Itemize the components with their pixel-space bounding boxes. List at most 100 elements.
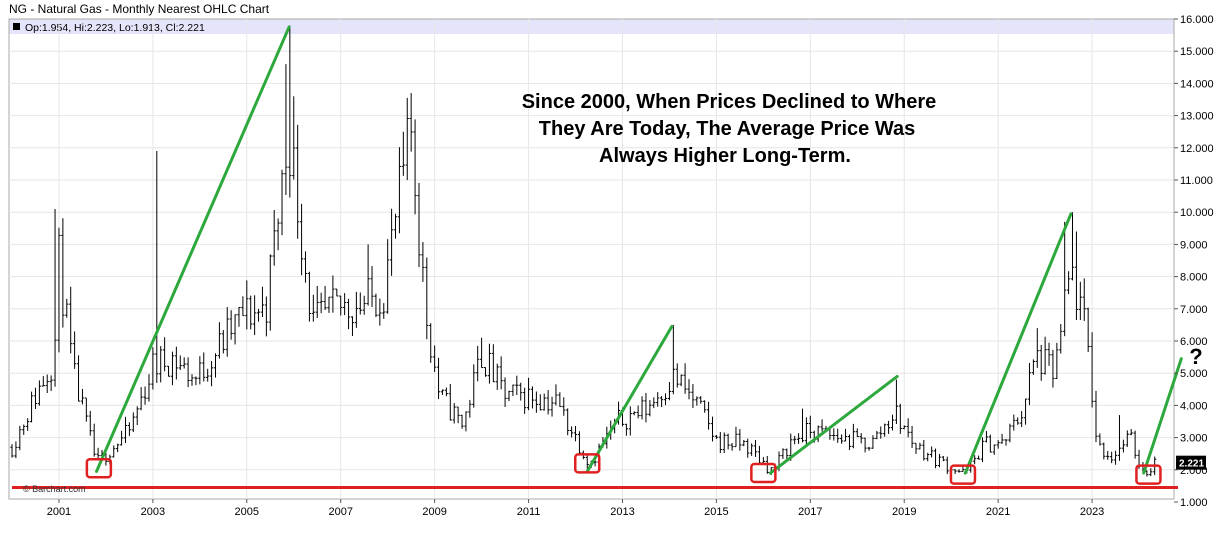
annotation-line-1: Since 2000, When Prices Declined to Wher…	[522, 91, 937, 113]
x-tick-label: 2011	[517, 506, 541, 518]
ohlc-bar	[730, 443, 734, 451]
ohlc-bar	[10, 444, 14, 458]
ohlc-bar	[53, 208, 57, 387]
ohlc-bar	[245, 280, 249, 330]
ohlc-bar	[476, 345, 480, 382]
ohlc-bar	[863, 437, 867, 453]
ohlc-bar	[221, 330, 225, 354]
ohlc-bar	[57, 227, 61, 353]
ohlc-bar	[1008, 423, 1012, 443]
ohlc-bar	[209, 361, 214, 387]
ohlc-bar	[444, 387, 448, 397]
ohlc-bar	[397, 147, 402, 234]
ohlc-bar	[413, 119, 417, 215]
ohlc-bar	[170, 351, 175, 386]
x-tick-label: 2019	[892, 506, 916, 518]
ohlc-bar	[206, 368, 210, 382]
ohlc-bar	[280, 169, 284, 236]
ohlc-bar	[973, 455, 977, 465]
x-tick-label: 2013	[610, 506, 634, 518]
ohlc-bar	[268, 254, 272, 331]
ohlc-bar	[166, 365, 171, 377]
y-tick-label: 13.000	[1180, 111, 1214, 123]
bottom-box	[85, 457, 113, 479]
ohlc-bar	[1039, 344, 1043, 381]
ohlc-bar	[311, 294, 315, 322]
ohlc-bar	[883, 423, 887, 437]
ohlc-bar	[139, 387, 143, 411]
ohlc-bar	[832, 428, 836, 441]
ohlc-bar	[930, 446, 934, 458]
x-axis: 2001 2003 2005 2007 2009 2011 2013 2015 2017 2019…	[47, 499, 1104, 518]
ohlc-bar	[1121, 439, 1125, 453]
y-tick-label: 12.000	[1180, 143, 1214, 155]
ohlc-bar	[843, 428, 848, 442]
ohlc-bar	[202, 352, 206, 382]
ohlc-bar	[307, 271, 312, 322]
x-tick-label: 2009	[422, 506, 446, 518]
ohlc-bar	[370, 266, 374, 307]
ohlc-bar	[116, 443, 120, 453]
ohlc-bar	[480, 337, 484, 369]
ohlc-bar	[319, 292, 323, 314]
ohlc-bar	[272, 210, 276, 266]
ohlc-bar	[22, 424, 26, 435]
ohlc-bar	[18, 425, 22, 451]
ohlc-bar	[675, 363, 679, 388]
ohlc-bar	[1090, 332, 1094, 408]
ohlc-bar	[706, 401, 711, 430]
ohlc-bar	[151, 347, 155, 390]
ohlc-bar	[671, 324, 675, 395]
y-tick-label: 11.000	[1180, 175, 1213, 187]
ohlc-bar	[519, 382, 523, 401]
ohlc-bar	[793, 435, 797, 445]
ohlc-bar	[456, 406, 460, 424]
ohlc-bar	[483, 367, 488, 377]
ohlc-bar	[1098, 433, 1102, 446]
ohlc-bar	[174, 346, 178, 380]
ohlc-bar	[143, 386, 147, 405]
ohlc-bar	[225, 307, 229, 357]
ohlc-bar	[726, 433, 730, 450]
ohlc-bar	[495, 363, 499, 390]
plot-frame	[8, 18, 1175, 500]
ohlc-bar	[76, 355, 81, 402]
ohlc-bar	[781, 448, 785, 459]
ohlc-bar	[315, 286, 319, 318]
trend-line	[1142, 357, 1183, 475]
ohlc-bar	[847, 434, 852, 451]
ohlc-bar	[511, 384, 515, 397]
ohlc-bar	[131, 412, 135, 433]
ohlc-bar	[820, 419, 824, 432]
ohlc-bar	[253, 295, 257, 336]
ohlc-bar	[49, 375, 53, 392]
ohlc-bar	[350, 316, 355, 336]
ohlc-bar	[69, 286, 73, 354]
ohlc-bar	[186, 357, 190, 388]
ohlc-bar	[624, 423, 628, 436]
ohlc-bar	[1094, 390, 1098, 443]
y-tick-label: 16.000	[1180, 14, 1214, 26]
ohlc-bar	[331, 275, 335, 313]
ohlc-bar	[182, 357, 186, 369]
bottom-box	[574, 453, 601, 474]
ohlc-bar	[374, 293, 378, 318]
ohlc-bar	[800, 408, 805, 443]
ohlc-bar	[757, 445, 762, 464]
ohlc-bar	[640, 396, 644, 420]
bottom-box	[1135, 464, 1162, 485]
ohlc-bar	[742, 440, 746, 447]
ohlc-bar	[448, 383, 452, 421]
ohlc-bar	[401, 131, 405, 176]
ohlc-bar	[135, 406, 139, 425]
ohlc-bar	[1012, 414, 1016, 431]
ohlc-bar	[198, 356, 202, 385]
ohlc-bar	[1004, 439, 1008, 446]
ohlc-bar	[217, 322, 222, 359]
ohlc-bar	[61, 218, 65, 328]
ohlc-bar	[1125, 430, 1129, 447]
y-tick-label: 4.000	[1180, 400, 1208, 412]
ohlc-bar	[88, 410, 92, 436]
legend-swatch-icon	[13, 23, 20, 30]
